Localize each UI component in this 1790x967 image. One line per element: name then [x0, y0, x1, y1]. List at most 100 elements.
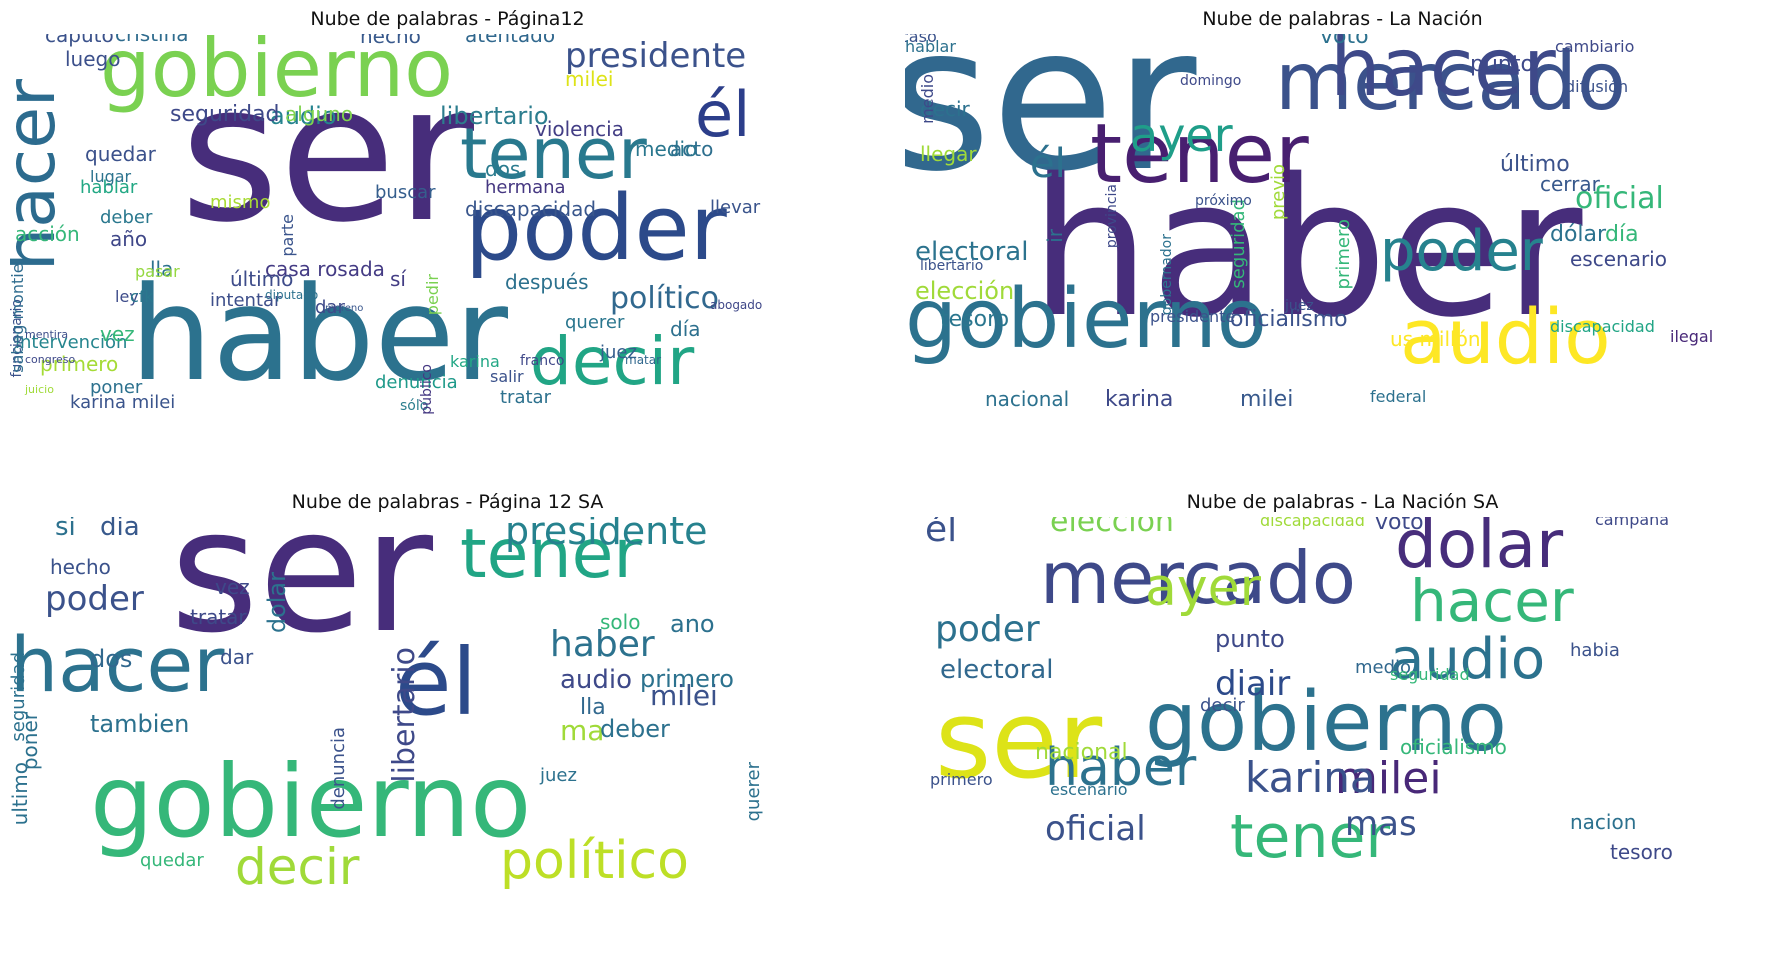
cloud-word: haber — [550, 624, 655, 665]
cloud-word: hacer — [1330, 34, 1556, 114]
cloud-word: tesoro — [1610, 840, 1673, 864]
cloud-word: acción — [15, 222, 80, 246]
cloud-word: discapacidad — [1260, 517, 1365, 530]
cloud-word: tratar — [190, 605, 247, 629]
cloud-word: gobierno — [100, 34, 454, 115]
cloud-word: ser — [935, 678, 1103, 803]
cloud-word: cerrar — [1540, 172, 1600, 196]
cloud-word: denuncia — [328, 727, 349, 810]
cloud-word: salir — [490, 367, 524, 386]
cloud-word: hecho — [50, 555, 111, 579]
cloud-word: audio — [1390, 627, 1546, 692]
cloud-word: juez — [540, 765, 577, 786]
cloud-word: haber — [130, 258, 509, 410]
cloud-word: libertario — [387, 647, 422, 783]
cloud-word: intentar — [210, 290, 282, 311]
cloud-word: mercado — [1040, 536, 1356, 620]
cloud-word: sólo — [400, 398, 429, 414]
cloud-word: medio — [918, 74, 937, 124]
cloud-word: milei — [1335, 753, 1442, 804]
cloud-word: querer — [565, 312, 625, 333]
cloud-word: oficial — [1045, 809, 1146, 849]
cloud-word: milei — [565, 67, 614, 91]
cloud-word: denuncia — [375, 372, 458, 393]
cloud-word: decir — [920, 97, 970, 121]
cloud-word: decir — [530, 323, 695, 400]
cloud-word: cristina — [115, 34, 189, 46]
cloud-word: hacer — [1410, 567, 1574, 635]
cloud-word: poner — [90, 377, 143, 398]
cloud-word: hablar — [905, 37, 956, 56]
cloud-word: decir — [1200, 695, 1245, 716]
cloud-word: voto — [1320, 34, 1369, 49]
cloud-word: federal — [1370, 387, 1427, 406]
cloud-word: poder — [45, 579, 144, 619]
cloud-word: quedar — [140, 850, 204, 871]
cloud-word: karina milei — [70, 392, 176, 413]
cloud-word: vez — [215, 575, 250, 599]
cloud-word: ser — [180, 43, 474, 264]
cloud-word: moreno — [325, 303, 364, 314]
cloud-word: primero — [40, 352, 119, 376]
cloud-word: oficialismo — [1230, 307, 1348, 332]
cloud-word: tener — [1230, 802, 1391, 872]
cloud-word: electoral — [915, 237, 1029, 267]
cloud-word: intervención — [15, 332, 128, 353]
cloud-word: previo — [1268, 164, 1289, 221]
cloud-word: querer — [743, 762, 764, 822]
cloud-word: deber — [600, 715, 670, 743]
wordcloud-canvas: ser gobierno mercado dolar tener hacer audio ay… — [905, 517, 1780, 958]
cloud-word: seguridad — [1228, 199, 1249, 289]
cloud-word: us millón — [1390, 327, 1481, 351]
cloud-word: ser — [170, 517, 434, 671]
cloud-word: presidente — [565, 36, 747, 76]
cloud-word: audio — [1400, 292, 1611, 381]
cloud-word: presidente — [1150, 307, 1236, 326]
cloud-word: dolar — [263, 572, 291, 634]
cloud-word: elección — [915, 277, 1015, 305]
chart-title: Nube de palabras - Página12 — [310, 8, 585, 30]
cloud-word: lugar — [90, 167, 132, 186]
cloud-word: él — [395, 629, 478, 736]
cloud-word: próximo — [1195, 193, 1252, 209]
cloud-word: dos — [485, 157, 521, 181]
cloud-word: milei — [650, 679, 718, 712]
cloud-word: dar — [220, 645, 254, 669]
cloud-word: gobernador — [1159, 234, 1175, 316]
cloud-word: buscar — [375, 182, 436, 203]
cloud-word: diair — [1215, 664, 1291, 704]
cloud-word: audio — [270, 102, 337, 130]
cloud-word: gobierno — [905, 272, 1267, 367]
cloud-word: dia — [100, 517, 140, 542]
cloud-word: político — [500, 831, 689, 891]
chart-title: Nube de palabras - Página 12 SA — [291, 491, 604, 513]
cloud-word: ley — [115, 287, 139, 306]
cloud-word: gobierno — [90, 743, 532, 860]
cloud-word: oficial — [1575, 181, 1664, 216]
cloud-word: último — [230, 267, 294, 291]
cloud-word: karina — [1245, 753, 1376, 802]
cloud-word: franco — [520, 353, 565, 369]
cloud-word: primero — [930, 770, 993, 789]
cloud-word: milei — [1240, 387, 1294, 412]
cloud-word: hecho — [360, 34, 421, 48]
cloud-word: tratar — [500, 387, 551, 408]
cloud-word: punto — [1470, 52, 1534, 77]
cloud-word: audio — [560, 665, 633, 695]
cloud-word: primero — [640, 665, 734, 693]
wordcloud-canvas: ser haber poder gobierno tener hacer decir él pr… — [10, 34, 885, 475]
cloud-word: sabag montiel — [10, 259, 27, 373]
cloud-word: hacer — [10, 620, 225, 709]
cloud-word: seguridad — [1390, 665, 1470, 684]
cloud-word: día — [670, 317, 701, 341]
cloud-word: haber — [1030, 138, 1583, 359]
cloud-word: deber — [100, 207, 153, 228]
cloud-word: medio — [635, 137, 698, 161]
chart-title: Nube de palabras - La Nación — [1202, 8, 1483, 30]
cloud-word: gobierno — [1145, 675, 1507, 770]
cloud-word: día — [1605, 222, 1639, 247]
cloud-word: público — [419, 364, 435, 415]
cloud-word: él — [925, 517, 958, 550]
cloud-word: él — [695, 78, 751, 151]
cloud-word: seguridad — [10, 652, 29, 742]
